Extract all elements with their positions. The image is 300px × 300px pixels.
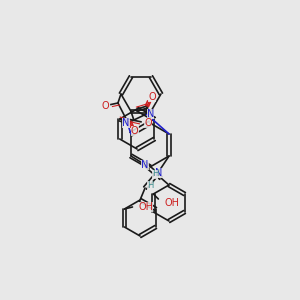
Text: OH: OH bbox=[164, 198, 179, 208]
Text: OH: OH bbox=[139, 202, 154, 212]
Text: N: N bbox=[122, 118, 130, 128]
Text: N: N bbox=[141, 160, 148, 170]
Text: O: O bbox=[131, 126, 139, 136]
Text: O: O bbox=[144, 118, 152, 128]
Text: H: H bbox=[152, 169, 158, 178]
Text: H: H bbox=[147, 181, 153, 190]
Text: N: N bbox=[155, 168, 163, 178]
Text: O: O bbox=[148, 92, 156, 102]
Text: N: N bbox=[147, 109, 154, 119]
Text: O: O bbox=[101, 101, 109, 111]
